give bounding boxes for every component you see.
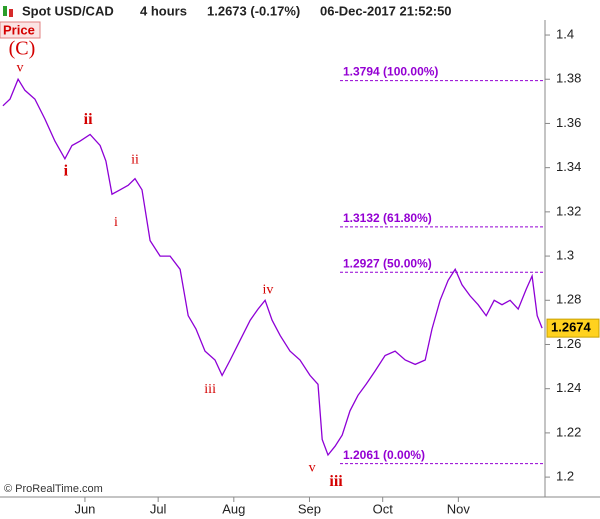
current-price-box <box>546 318 600 338</box>
y-tick-label: 1.26 <box>556 336 581 351</box>
wave-label: v <box>17 60 24 75</box>
x-tick-label: Jun <box>74 501 95 516</box>
wave-label: iii <box>204 382 216 397</box>
x-tick-label: Nov <box>447 501 471 516</box>
bar-icon <box>3 6 7 16</box>
wave-label: ii <box>84 111 93 128</box>
wave-label: ii <box>131 152 139 167</box>
fib-label: 1.3794 (100.00%) <box>343 65 438 79</box>
fib-label: 1.2927 (50.00%) <box>343 256 432 270</box>
y-tick-label: 1.24 <box>556 380 581 395</box>
wave-label: iii <box>329 473 343 490</box>
fib-label: 1.2061 (0.00%) <box>343 448 425 462</box>
wave-label: iv <box>263 282 274 297</box>
datetime: 06-Dec-2017 21:52:50 <box>320 3 452 18</box>
panel-label-box <box>0 21 41 39</box>
wave-label: (C) <box>9 38 36 60</box>
wave-label: i <box>114 215 118 230</box>
copyright: © ProRealTime.com <box>4 483 103 495</box>
price-line <box>2 77 543 457</box>
symbol: Spot USD/CAD <box>22 3 114 18</box>
y-tick-label: 1.28 <box>556 292 581 307</box>
x-tick-label: Aug <box>222 501 245 516</box>
wave-label: i <box>64 163 69 180</box>
y-tick-label: 1.38 <box>556 71 581 86</box>
fib-label: 1.3132 (61.80%) <box>343 211 432 225</box>
x-tick-label: Oct <box>373 501 394 516</box>
x-tick-label: Jul <box>150 501 167 516</box>
y-tick-label: 1.3 <box>556 248 574 263</box>
panel-label: Price <box>3 22 35 37</box>
last-price: 1.2673 (-0.17%) <box>207 3 300 18</box>
x-tick-label: Sep <box>298 501 321 516</box>
y-tick-label: 1.22 <box>556 424 581 439</box>
y-tick-label: 1.34 <box>556 159 581 174</box>
timeframe: 4 hours <box>140 3 187 18</box>
y-tick-label: 1.32 <box>556 203 581 218</box>
y-tick-label: 1.2 <box>556 469 574 484</box>
y-tick-label: 1.36 <box>556 115 581 130</box>
bar-icon <box>9 9 13 17</box>
current-price-label: 1.2674 <box>551 320 592 335</box>
wave-label: v <box>309 460 316 475</box>
y-tick-label: 1.4 <box>556 26 574 41</box>
